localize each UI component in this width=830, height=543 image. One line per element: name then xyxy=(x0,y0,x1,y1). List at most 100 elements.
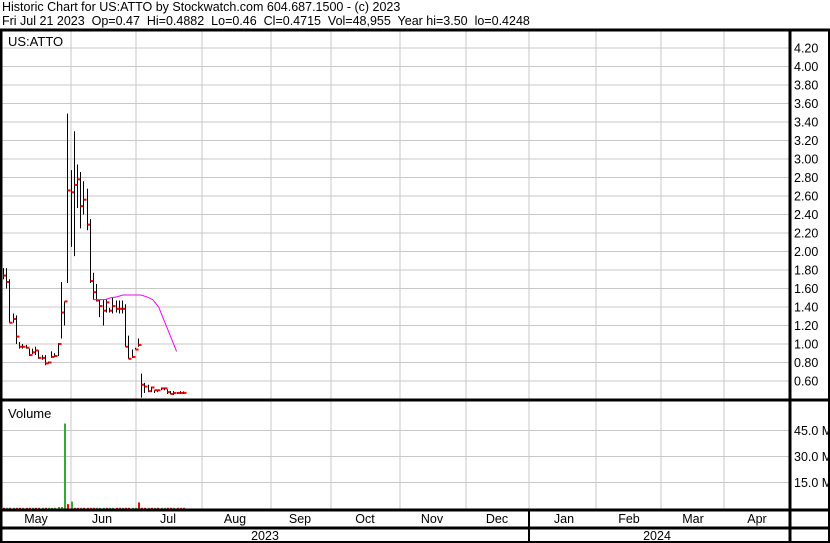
volume-bar xyxy=(116,507,118,509)
close-tick xyxy=(135,348,139,351)
close-tick xyxy=(128,357,132,360)
volume-bar xyxy=(9,507,11,509)
volume-bar xyxy=(112,507,114,509)
price-tick-label: 0.60 xyxy=(794,375,818,389)
close-tick xyxy=(151,386,155,389)
volume-tick-label: 45.0 M xyxy=(794,424,830,438)
volume-bar xyxy=(122,507,124,509)
volume-bar xyxy=(74,507,76,509)
close-tick xyxy=(83,198,87,201)
volume-bar xyxy=(80,507,82,509)
month-label: Nov xyxy=(421,512,444,526)
close-tick xyxy=(13,318,17,321)
volume-bar xyxy=(138,502,140,509)
close-tick xyxy=(170,392,174,395)
close-tick xyxy=(61,311,65,314)
month-label: Jan xyxy=(554,512,574,526)
close-tick xyxy=(138,343,142,346)
volume-bar xyxy=(32,507,34,509)
price-tick-label: 1.00 xyxy=(794,338,818,352)
header-title: Historic Chart for US:ATTO by Stockwatch… xyxy=(2,0,401,14)
close-tick xyxy=(180,392,184,395)
close-tick xyxy=(3,274,7,277)
close-tick xyxy=(48,361,52,364)
month-label: Aug xyxy=(224,512,246,526)
volume-bar xyxy=(151,507,153,509)
close-tick xyxy=(132,355,136,358)
price-tick-label: 1.60 xyxy=(794,282,818,296)
close-tick xyxy=(26,346,30,349)
month-label: Apr xyxy=(747,512,766,526)
close-tick xyxy=(157,389,161,392)
price-tick-label: 2.40 xyxy=(794,208,818,222)
close-tick xyxy=(90,280,94,283)
month-label: Oct xyxy=(355,512,375,526)
close-tick xyxy=(154,389,158,392)
close-tick xyxy=(99,305,103,308)
close-tick xyxy=(71,191,75,194)
volume-bar xyxy=(154,507,156,509)
volume-bar xyxy=(61,506,63,509)
price-tick-label: 4.00 xyxy=(794,60,818,74)
volume-bar xyxy=(90,507,92,509)
month-label: Feb xyxy=(618,512,640,526)
month-label: Dec xyxy=(486,512,508,526)
volume-bar xyxy=(157,507,159,509)
close-tick xyxy=(125,345,129,348)
price-tick-label: 1.20 xyxy=(794,319,818,333)
close-tick xyxy=(119,307,123,310)
close-tick xyxy=(77,178,81,181)
volume-tick-label: 15.0 M xyxy=(794,476,830,490)
moving-average-line xyxy=(93,294,178,352)
volume-bar xyxy=(119,507,121,509)
month-label: Jun xyxy=(92,512,112,526)
close-tick xyxy=(35,349,39,352)
close-tick xyxy=(96,299,100,302)
price-tick-label: 3.40 xyxy=(794,116,818,130)
volume-bars xyxy=(3,423,185,509)
volume-bar xyxy=(3,507,5,509)
volume-bar xyxy=(167,507,169,509)
header-quote: Fri Jul 21 2023 Op=0.47 Hi=0.4882 Lo=0.4… xyxy=(2,14,530,28)
close-tick xyxy=(167,391,171,394)
close-tick xyxy=(64,300,68,303)
volume-bar xyxy=(125,507,127,509)
volume-bar xyxy=(135,507,137,509)
close-tick xyxy=(109,309,113,312)
close-tick xyxy=(177,392,181,395)
price-tick-label: 3.60 xyxy=(794,97,818,111)
volume-bar xyxy=(77,507,79,509)
volume-label: Volume xyxy=(8,406,51,421)
volume-bar xyxy=(48,507,50,509)
close-tick xyxy=(19,345,23,348)
close-tick xyxy=(141,383,145,386)
volume-bar xyxy=(144,507,146,509)
volume-bar xyxy=(51,507,53,509)
price-tick-label: 3.20 xyxy=(794,134,818,148)
price-tick-label: 0.80 xyxy=(794,356,818,370)
volume-bar xyxy=(67,504,69,509)
price-tick-label: 3.00 xyxy=(794,153,818,167)
volume-bar xyxy=(177,507,179,509)
close-tick xyxy=(144,385,148,388)
grid xyxy=(2,31,790,509)
close-tick xyxy=(164,387,168,390)
volume-bar xyxy=(38,507,40,509)
close-tick xyxy=(67,189,71,192)
close-tick xyxy=(87,223,91,226)
volume-bar xyxy=(132,507,134,509)
volume-bar xyxy=(164,507,166,509)
close-tick xyxy=(122,307,126,310)
volume-bar xyxy=(16,507,18,509)
price-tick-label: 2.60 xyxy=(794,190,818,204)
volume-bar xyxy=(96,507,98,509)
price-tick-label: 1.40 xyxy=(794,301,818,315)
close-tick xyxy=(80,205,84,208)
close-tick xyxy=(32,351,36,354)
volume-bar xyxy=(35,507,37,509)
price-bars xyxy=(3,113,187,398)
year-label: 2024 xyxy=(643,529,671,543)
close-tick xyxy=(38,356,42,359)
volume-bar xyxy=(106,507,108,509)
